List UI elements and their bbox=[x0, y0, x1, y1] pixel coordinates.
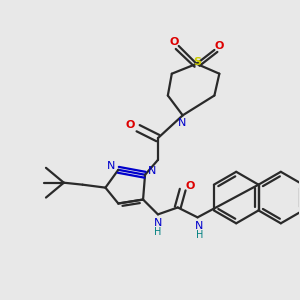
Text: O: O bbox=[186, 181, 195, 191]
Text: N: N bbox=[178, 118, 186, 128]
Text: N: N bbox=[195, 221, 204, 231]
Text: N: N bbox=[154, 218, 162, 228]
Text: N: N bbox=[107, 161, 116, 171]
Text: O: O bbox=[215, 41, 224, 51]
Text: N: N bbox=[148, 166, 156, 176]
Text: H: H bbox=[154, 227, 162, 237]
Text: H: H bbox=[196, 230, 203, 240]
Text: S: S bbox=[194, 57, 202, 67]
Text: O: O bbox=[125, 120, 135, 130]
Text: O: O bbox=[169, 37, 178, 47]
